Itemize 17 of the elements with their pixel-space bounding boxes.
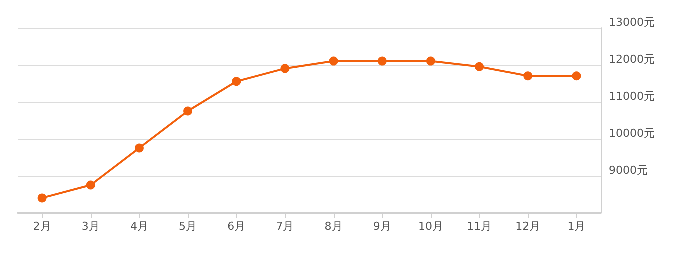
y-tick-label: 11000元 xyxy=(609,90,655,103)
x-tick-label: 8月 xyxy=(324,220,343,233)
x-tick-label: 4月 xyxy=(130,220,148,233)
y-tick-label: 9000元 xyxy=(609,164,648,177)
x-tick-label: 3月 xyxy=(82,220,100,233)
x-tick-label: 1月 xyxy=(568,220,586,233)
y-tick-label: 10000元 xyxy=(609,127,655,140)
x-tick-label: 9月 xyxy=(373,220,392,233)
y-tick-label: 12000元 xyxy=(609,53,655,66)
x-tick-label: 7月 xyxy=(276,220,294,233)
x-tick-label: 12月 xyxy=(516,220,541,233)
x-tick-label: 10月 xyxy=(418,220,444,233)
x-tick-label: 2月 xyxy=(33,220,52,233)
y-tick-label: 13000元 xyxy=(609,16,655,29)
x-tick-label: 5月 xyxy=(179,220,198,233)
x-tick-label: 11月 xyxy=(467,220,492,233)
x-tick-label: 6月 xyxy=(228,220,246,233)
